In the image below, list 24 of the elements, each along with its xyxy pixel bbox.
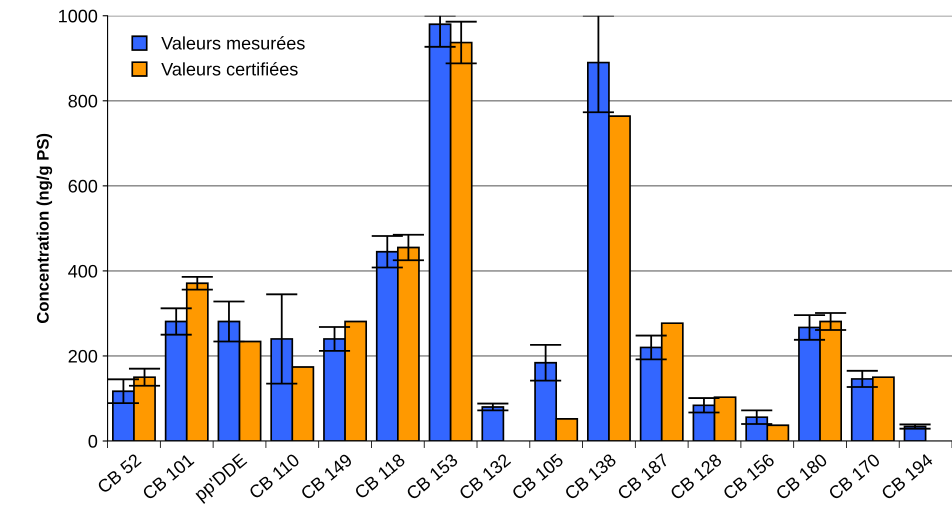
x-tick-label: CB 128 [669, 452, 722, 500]
x-tick-label: CB 156 [722, 452, 776, 500]
x-tick-label: CB 132 [458, 453, 512, 500]
x-tick-label: CB 170 [828, 452, 881, 500]
x-tick-label: CB 52 [96, 453, 142, 494]
x-tick-label: CB 187 [616, 453, 670, 500]
x-tick-label: CB 149 [300, 453, 353, 500]
x-tick-label: CB 138 [564, 452, 617, 500]
y-tick-label: 800 [68, 94, 98, 108]
y-tick-label: 0 [88, 434, 98, 448]
legend-label: Valeurs mesurées [161, 36, 305, 50]
x-tick-label: CB 101 [142, 453, 195, 500]
y-tick-label: 1000 [59, 10, 98, 22]
x-tick-label: CB 118 [354, 452, 406, 500]
x-tick-label: CB 105 [511, 452, 564, 500]
y-tick-label: 200 [68, 350, 98, 363]
x-tick-label: CB 153 [406, 452, 459, 500]
y-tick-label: 600 [68, 180, 98, 193]
y-tick-label: 400 [68, 264, 98, 278]
y-axis-title: Concentration (ng/g PS) [36, 134, 52, 324]
legend-label: Valeurs certifiées [161, 62, 298, 76]
x-tick-label: CB 194 [880, 452, 934, 500]
x-tick-label: CB 110 [248, 452, 300, 500]
x-tick-label: CB 180 [774, 452, 828, 500]
